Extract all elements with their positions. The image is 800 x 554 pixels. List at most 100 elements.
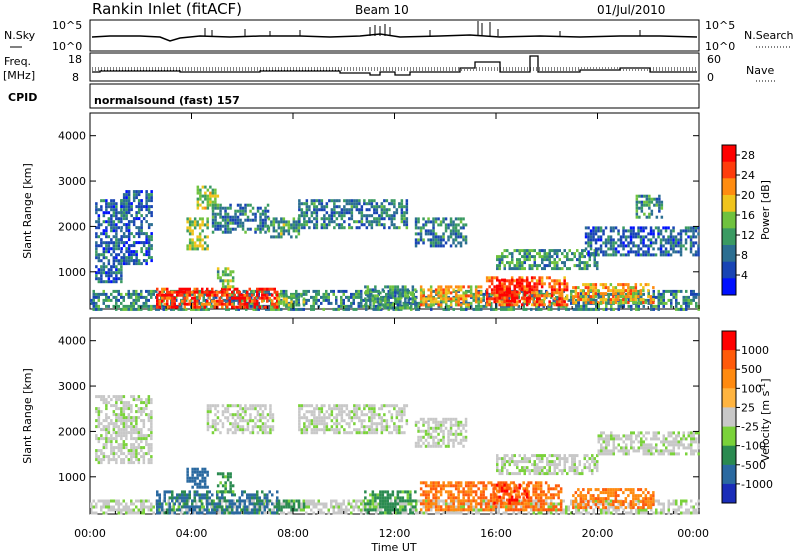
power-region-13 [267,217,301,239]
power-cell [156,296,159,300]
power-cell [432,217,435,221]
power-cell [171,305,174,309]
power-cell [357,304,360,308]
power-cell [409,306,412,310]
power-cell [275,229,278,233]
velocity-cell [127,505,130,509]
power-cell [206,200,210,204]
power-cell [161,287,164,291]
power-cell [609,301,613,305]
velocity-cell [172,505,175,509]
power-cell [679,244,683,248]
power-cell [340,211,344,215]
velocity-cell [602,508,605,512]
power-cell [97,280,101,284]
velocity-cell [211,502,214,506]
power-cell [357,301,360,305]
power-cell [583,267,586,271]
power-cell [335,301,338,305]
power-cell [685,298,688,302]
velocity-cell [247,505,250,509]
power-cell [634,244,638,248]
velocity-cell [537,505,540,509]
power-cell [248,287,251,291]
power-cell [612,229,615,233]
velocity-cell [424,490,428,494]
power-cell [649,241,653,245]
power-cell [231,227,235,231]
power-cell [414,232,418,236]
velocity-cell [216,505,219,509]
power-cell [302,300,306,304]
velocity-cell [537,511,540,515]
velocity-cell [417,499,420,503]
velocity-cell [173,502,176,506]
velocity-cell [180,508,183,512]
power-cell [490,297,494,301]
power-cell [553,279,556,283]
power-cell [112,280,116,284]
power-cell [197,289,200,293]
power-cell [503,299,506,303]
velocity-cell [161,505,164,509]
power-cell [434,232,438,236]
power-cell [147,196,151,200]
power-cell [516,278,519,282]
power-cell [521,255,524,259]
power-cell [672,292,675,296]
velocity-cell [364,490,367,494]
power-cell [396,306,400,310]
velocity-cell [444,490,448,494]
power-cell [670,298,673,302]
power-cell [462,238,465,242]
power-cell [444,229,448,233]
power-cell [424,223,428,227]
power-cell [280,232,283,236]
power-cell [557,307,560,311]
velocity-cell [365,511,368,515]
velocity-cell [509,493,513,497]
velocity-cell [125,502,128,506]
power-cell [537,289,540,293]
power-cell [226,215,230,219]
velocity-cell [330,502,333,506]
velocity-cell [250,499,253,503]
velocity-cell [592,511,595,515]
velocity-cell [377,508,380,512]
power-cell [135,256,138,260]
power-cell [561,252,564,256]
velocity-cell [605,499,608,503]
velocity-cell [650,508,653,512]
power-cell [374,294,377,298]
power-cell [267,229,271,233]
power-cell [640,203,644,207]
power-cell [575,307,578,311]
power-cell [345,304,348,308]
velocity-cell [236,508,239,512]
velocity-cell [142,499,145,503]
power-cell [664,250,668,254]
power-cell [565,282,569,286]
velocity-cell [432,481,435,485]
colorbar-swatch [722,211,736,229]
power-cell [193,293,196,297]
power-cell [127,226,131,230]
power-cell [102,241,106,245]
power-cell [97,223,101,227]
power-cell [352,295,355,299]
velocity-cell [472,508,475,512]
power-cell [135,259,138,263]
power-cell [645,194,649,198]
power-cell [199,191,202,195]
power-cell [221,293,224,297]
power-cell [201,223,204,227]
velocity-cell [276,511,279,515]
power-cell [214,212,217,216]
power-cell [548,294,551,298]
power-cell [592,295,595,299]
power-cell [355,226,359,230]
power-cell [640,295,643,299]
power-cell [391,285,395,289]
velocity-cell [532,484,535,488]
power-cell [360,292,363,296]
